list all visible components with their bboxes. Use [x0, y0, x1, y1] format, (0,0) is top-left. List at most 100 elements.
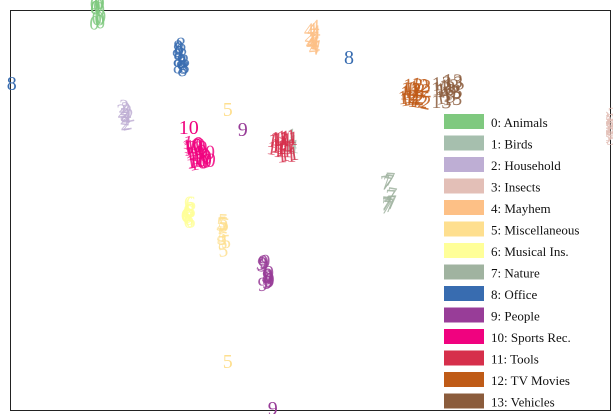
point-label-110: 9 [260, 264, 274, 287]
point-label-167: 13 [431, 77, 452, 100]
legend-swatch-6 [444, 243, 484, 258]
point-label-90: 8 [176, 59, 189, 82]
legend-swatch-3 [444, 178, 484, 194]
point-label-111: 9 [260, 251, 272, 274]
point-label-46: 4 [306, 32, 317, 55]
legend-label-9: 9: People [491, 309, 540, 324]
point-label-36: 3 [601, 123, 613, 146]
point-label-115: 10 [195, 148, 217, 172]
point-label-175: 9 [268, 398, 278, 414]
point-label-144: 12 [411, 80, 432, 103]
point-label-47: 4 [306, 19, 318, 42]
point-label-23: 2 [119, 107, 132, 130]
point-label-62: 6 [183, 207, 195, 230]
point-label-77: 7 [385, 186, 396, 208]
point-label-7: 0 [91, 8, 102, 31]
point-label-93: 8 [173, 56, 184, 78]
legend-swatch-8 [444, 286, 484, 301]
point-label-126: 10 [181, 134, 204, 158]
point-label-174: 5 [223, 351, 233, 373]
point-label-57: 5 [216, 212, 229, 235]
legend-swatch-2 [444, 157, 484, 172]
point-label-109: 9 [257, 274, 268, 297]
point-label-134: 11 [265, 129, 288, 154]
point-label-3: 0 [94, 8, 105, 31]
point-label-24: 2 [120, 112, 134, 136]
point-label-12: 1 [288, 136, 300, 159]
point-label-121: 10 [182, 137, 204, 161]
point-label-60: 5 [216, 232, 228, 255]
point-label-106: 9 [261, 267, 275, 291]
point-label-94: 8 [176, 50, 188, 73]
point-label-51: 5 [217, 213, 230, 236]
point-label-31: 3 [606, 128, 613, 150]
point-label-145: 12 [404, 88, 425, 110]
legend-label-13: 13: Vehicles [491, 395, 555, 410]
legend-label-3: 3: Insects [491, 180, 540, 195]
legend-label-10: 10: Sports Rec. [491, 330, 571, 345]
point-label-6: 0 [93, 11, 106, 34]
point-label-166: 13 [442, 70, 463, 93]
point-label-85: 8 [176, 53, 189, 76]
point-label-49: 4 [308, 27, 321, 50]
point-label-103: 9 [257, 251, 270, 274]
point-label-41: 4 [304, 20, 314, 42]
legend-swatch-13 [444, 393, 484, 409]
point-label-29: 3 [604, 117, 613, 139]
point-label-164: 13 [436, 80, 457, 103]
point-label-158: 13 [439, 75, 460, 97]
point-label-113: 10 [186, 140, 210, 165]
point-label-105: 9 [255, 252, 269, 276]
point-label-139: 11 [265, 137, 288, 162]
point-label-125: 10 [192, 147, 213, 170]
data-points: 0000000000001111122222222223333333333334… [7, 0, 613, 414]
point-label-118: 10 [187, 150, 208, 173]
point-label-81: 7 [385, 183, 398, 206]
point-label-40: 4 [308, 37, 320, 60]
point-label-32: 3 [601, 115, 613, 138]
point-label-59: 5 [215, 227, 229, 251]
point-label-107: 9 [261, 271, 274, 294]
point-label-135: 11 [275, 132, 298, 157]
point-label-74: 7 [380, 196, 392, 219]
point-label-102: 9 [261, 271, 273, 294]
point-label-154: 12 [400, 78, 422, 102]
point-label-124: 10 [187, 151, 211, 176]
legend-swatch-5 [444, 221, 484, 237]
point-label-141: 11 [273, 129, 293, 151]
point-label-151: 12 [397, 86, 419, 110]
point-label-104: 9 [263, 264, 275, 287]
point-label-140: 11 [276, 145, 297, 168]
point-label-161: 13 [439, 81, 463, 106]
point-label-172: 9 [238, 119, 248, 141]
point-label-82: 7 [379, 171, 391, 194]
point-label-150: 12 [399, 87, 422, 112]
legend-label-2: 2: Household [491, 158, 561, 173]
point-label-117: 10 [181, 131, 204, 156]
point-label-70: 6 [183, 199, 197, 223]
legend-label-8: 8: Office [491, 287, 538, 302]
point-label-65: 6 [181, 206, 192, 229]
point-label-122: 10 [182, 135, 205, 160]
point-label-152: 12 [409, 73, 433, 98]
point-label-130: 11 [270, 134, 290, 157]
legend-label-1: 1: Birds [491, 137, 533, 152]
point-label-96: 8 [176, 44, 190, 68]
point-label-13: 1 [282, 134, 295, 157]
point-label-55: 5 [220, 231, 231, 254]
point-label-129: 11 [276, 126, 297, 150]
point-label-42: 4 [308, 32, 320, 55]
point-label-157: 13 [434, 85, 457, 110]
point-label-37: 3 [606, 110, 613, 132]
legend-swatch-11 [444, 350, 484, 366]
point-label-17: 2 [119, 113, 131, 136]
point-label-48: 4 [303, 28, 317, 52]
point-label-4: 0 [94, 0, 105, 14]
point-label-173: 10 [179, 117, 199, 139]
point-label-131: 11 [270, 126, 293, 151]
point-label-136: 11 [270, 127, 291, 150]
point-label-87: 8 [172, 36, 186, 59]
legend-label-12: 12: TV Movies [491, 373, 570, 388]
point-label-97: 8 [179, 55, 192, 78]
